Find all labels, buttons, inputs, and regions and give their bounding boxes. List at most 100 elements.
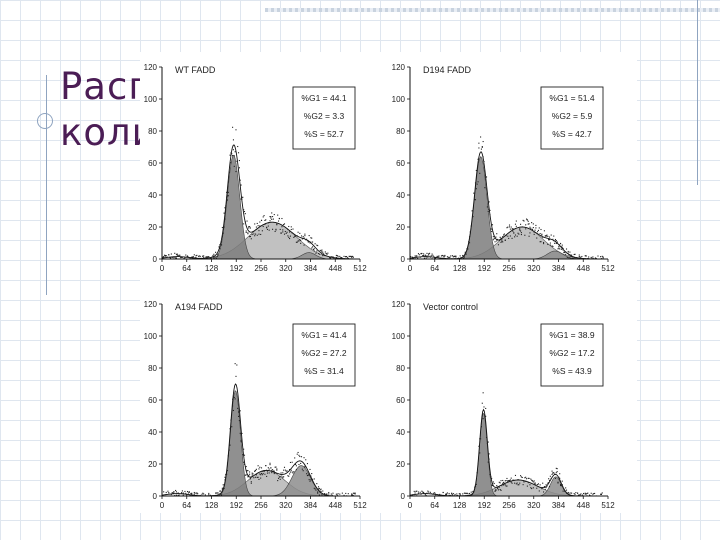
data-point [187, 492, 189, 494]
data-point [528, 477, 530, 479]
data-point [437, 256, 439, 258]
data-point [491, 228, 493, 230]
data-point [295, 469, 297, 471]
slide-title-line-1: Расп [60, 65, 154, 108]
data-point [260, 467, 263, 469]
data-point [533, 233, 535, 235]
data-point [241, 432, 243, 435]
data-point [430, 493, 432, 495]
data-point [288, 225, 290, 228]
data-point [509, 228, 511, 230]
data-point [227, 455, 229, 457]
data-point [208, 492, 210, 494]
data-point [192, 256, 194, 258]
data-point [249, 226, 251, 228]
data-point [225, 473, 227, 475]
data-point [196, 254, 198, 256]
data-point [183, 493, 185, 495]
data-point [467, 248, 469, 250]
data-point [317, 488, 320, 490]
data-point [543, 230, 545, 232]
data-point [525, 478, 528, 480]
data-point [510, 477, 512, 479]
data-point [579, 256, 581, 258]
data-point [301, 238, 303, 240]
data-point [239, 432, 241, 434]
data-point [276, 469, 278, 471]
data-point [527, 220, 529, 222]
data-point [271, 212, 273, 214]
data-point [487, 210, 489, 213]
data-point [532, 481, 534, 483]
stat-label: %G2 = 3.3 [304, 111, 345, 121]
data-point [451, 493, 453, 495]
x-tick-label: 256 [502, 501, 516, 510]
x-tick-label: 128 [453, 501, 467, 510]
data-point [557, 482, 559, 484]
data-point [263, 470, 265, 473]
data-point [514, 223, 517, 225]
stats-box [540, 86, 604, 150]
data-point [246, 470, 248, 472]
data-point [226, 199, 229, 201]
data-point [552, 472, 554, 474]
data-point [495, 489, 497, 492]
data-point [529, 226, 531, 228]
data-point [479, 452, 481, 454]
data-point [283, 233, 286, 235]
data-point [283, 476, 285, 478]
data-point [496, 485, 498, 487]
data-point [175, 253, 177, 255]
data-point [351, 256, 353, 258]
data-point [254, 470, 256, 472]
data-point [292, 472, 294, 474]
data-point [198, 255, 200, 257]
data-point [279, 228, 281, 230]
data-point [299, 238, 301, 240]
data-point [306, 473, 308, 475]
data-point [449, 256, 451, 258]
data-point [503, 483, 505, 485]
data-point [197, 493, 199, 495]
data-point [512, 230, 514, 232]
data-point [484, 415, 486, 417]
data-point [168, 493, 170, 495]
data-point [257, 476, 259, 478]
data-point [264, 219, 266, 222]
data-point [283, 466, 286, 468]
data-point [490, 476, 492, 478]
data-point [252, 475, 254, 477]
data-point [234, 151, 236, 153]
data-point [549, 475, 551, 477]
data-point [193, 254, 195, 256]
data-point [315, 489, 317, 491]
data-point [340, 257, 342, 259]
x-tick-label: 64 [430, 501, 439, 510]
data-point [244, 221, 246, 223]
data-point [232, 398, 234, 400]
data-point [517, 479, 519, 481]
data-point [255, 474, 257, 476]
data-point [266, 469, 268, 471]
stat-label: %S = 31.4 [304, 366, 344, 376]
data-point [168, 492, 170, 494]
data-point [445, 493, 447, 495]
data-point [190, 492, 192, 495]
data-point [488, 458, 490, 460]
data-point [569, 253, 571, 256]
data-point [253, 477, 255, 479]
data-point [220, 244, 223, 246]
x-tick-label: 384 [552, 501, 566, 510]
data-point [332, 256, 334, 258]
x-tick-label: 64 [182, 501, 191, 510]
data-point [352, 492, 354, 494]
data-point [525, 476, 527, 478]
x-tick-label: 128 [205, 264, 219, 273]
data-point [316, 483, 318, 485]
data-point [463, 256, 465, 258]
data-point [480, 426, 482, 428]
fit-total-line [410, 151, 608, 259]
data-point [186, 256, 189, 258]
data-point [352, 256, 354, 258]
data-point [341, 257, 343, 259]
